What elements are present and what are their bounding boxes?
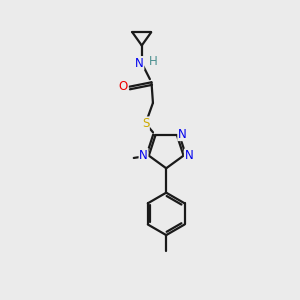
- Text: N: N: [184, 149, 193, 162]
- Text: N: N: [178, 128, 187, 141]
- Text: N: N: [139, 148, 148, 162]
- Text: H: H: [148, 55, 157, 68]
- Text: O: O: [119, 80, 128, 93]
- Text: S: S: [142, 117, 149, 130]
- Text: N: N: [135, 57, 144, 70]
